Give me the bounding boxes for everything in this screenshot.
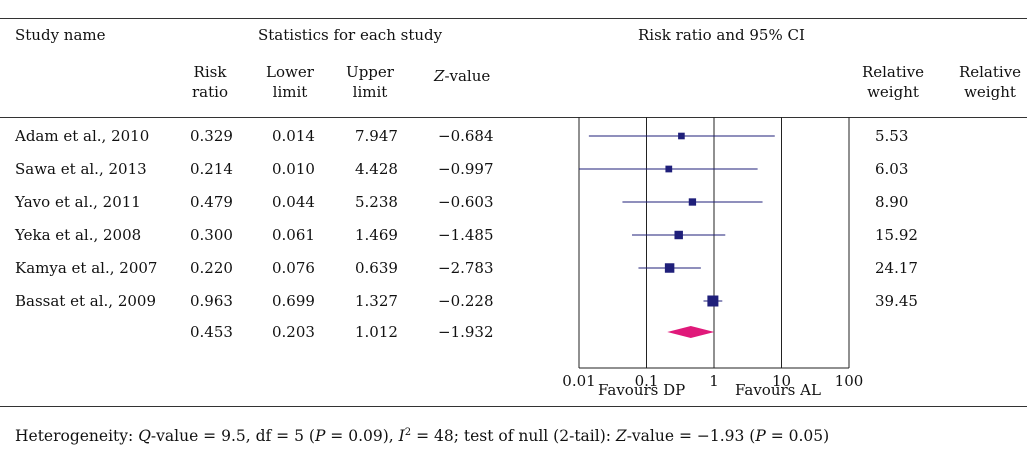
cell-rr: 0.220 [190, 259, 233, 277]
x-tick-label: 1 [709, 372, 719, 390]
header-z-value: Z-value [434, 66, 490, 86]
header-divider [0, 117, 1027, 118]
header-rel-weight-line2: weight [867, 83, 919, 101]
cell-rr: 0.479 [190, 193, 233, 211]
x-tick-label: 0.1 [635, 372, 659, 390]
cell-weight: 8.90 [875, 193, 909, 211]
header-upper-limit: Upper limit [340, 62, 400, 102]
cell-lower: 0.010 [272, 160, 315, 178]
pooled-diamond [667, 326, 715, 338]
cell-z: −0.603 [438, 193, 494, 211]
cell-weight: 6.03 [875, 160, 909, 178]
footer-q: Q [138, 427, 151, 446]
footer-i: I [398, 427, 405, 446]
favours-dp-label: Favours DP [598, 381, 686, 399]
cell-study: Bassat et al., 2009 [15, 292, 156, 310]
cell-rr: 0.214 [190, 160, 233, 178]
cell-upper: 0.639 [355, 259, 398, 277]
header-rel-weight-line1: Relative [861, 63, 925, 81]
x-tick-label: 0.01 [562, 372, 595, 390]
point-marker [674, 230, 683, 240]
cell-weight: 5.53 [875, 127, 909, 145]
point-marker [688, 198, 697, 206]
cell-rr: 0.300 [190, 226, 233, 244]
cell-weight: 24.17 [875, 259, 918, 277]
footer-part4: = 48; test of null (2-tail): [411, 427, 616, 446]
cell-lower: 0.699 [272, 292, 315, 310]
footer-p1: P [314, 427, 326, 446]
header-stats-group: Statistics for each study [258, 26, 443, 44]
cell-z: −2.783 [438, 259, 494, 277]
cell-weight: 15.92 [875, 226, 918, 244]
header-study-name: Study name [15, 26, 106, 44]
header-risk-ratio-line1: Risk [193, 63, 227, 81]
pooled-risk-ratio: 0.453 [190, 323, 233, 341]
cell-study: Yeka et al., 2008 [15, 226, 142, 244]
footer-part1: Heterogeneity: [15, 427, 139, 446]
header-z-letter: Z [434, 67, 445, 85]
header-relative-weight: Relative weight [858, 62, 928, 102]
x-tick-label: 10 [772, 372, 791, 390]
cell-lower: 0.061 [272, 226, 315, 244]
table-bottom-rule [0, 406, 1027, 407]
cell-upper: 7.947 [355, 127, 398, 145]
top-rule [0, 18, 1027, 19]
cell-upper: 1.469 [355, 226, 398, 244]
point-marker [707, 295, 719, 307]
header-lower-limit: Lower limit [260, 62, 320, 102]
point-marker [664, 263, 675, 273]
pooled-upper: 1.012 [355, 323, 398, 341]
cell-rr: 0.963 [190, 292, 233, 310]
x-tick-label: 100 [835, 372, 864, 390]
header-z-rest: -value [444, 67, 491, 85]
cell-lower: 0.044 [272, 193, 315, 211]
cell-upper: 5.238 [355, 193, 398, 211]
cell-z: −1.485 [438, 226, 494, 244]
header-upper-line1: Upper [346, 63, 394, 81]
footer-part2: -value = 9.5, df = 5 ( [150, 427, 315, 446]
pooled-z-value: −1.932 [438, 323, 494, 341]
point-marker [665, 165, 673, 173]
point-marker [678, 132, 685, 140]
header-lower-line2: limit [272, 83, 308, 101]
footer-part6: = 0.05) [765, 427, 830, 446]
footer-part3: = 0.09), [325, 427, 399, 446]
header-plot-group: Risk ratio and 95% CI [638, 26, 805, 44]
cell-upper: 4.428 [355, 160, 398, 178]
footer-part5: -value = −1.93 ( [626, 427, 756, 446]
header-relative-weight-2: Relative weight [955, 62, 1025, 102]
footer-sup: 2 [404, 427, 412, 438]
cell-study: Adam et al., 2010 [15, 127, 150, 145]
cell-z: −0.228 [438, 292, 494, 310]
header-rel-weight2-line1: Relative [958, 63, 1022, 81]
heterogeneity-footnote: Heterogeneity: Q-value = 9.5, df = 5 (P … [15, 423, 829, 446]
cell-lower: 0.014 [272, 127, 315, 145]
cell-rr: 0.329 [190, 127, 233, 145]
header-lower-line1: Lower [266, 63, 314, 81]
favours-al-label: Favours AL [735, 381, 821, 399]
cell-study: Kamya et al., 2007 [15, 259, 158, 277]
cell-weight: 39.45 [875, 292, 918, 310]
cell-z: −0.684 [438, 127, 494, 145]
footer-p2: P [755, 427, 766, 446]
header-upper-line2: limit [352, 83, 388, 101]
cell-lower: 0.076 [272, 259, 315, 277]
footer-z: Z [615, 427, 627, 446]
pooled-lower: 0.203 [272, 323, 315, 341]
header-rel-weight2-line2: weight [964, 83, 1016, 101]
cell-z: −0.997 [438, 160, 494, 178]
header-risk-ratio-line2: ratio [192, 83, 228, 101]
cell-study: Sawa et al., 2013 [15, 160, 147, 178]
header-risk-ratio: Risk ratio [180, 62, 240, 102]
cell-upper: 1.327 [355, 292, 398, 310]
cell-study: Yavo et al., 2011 [15, 193, 141, 211]
